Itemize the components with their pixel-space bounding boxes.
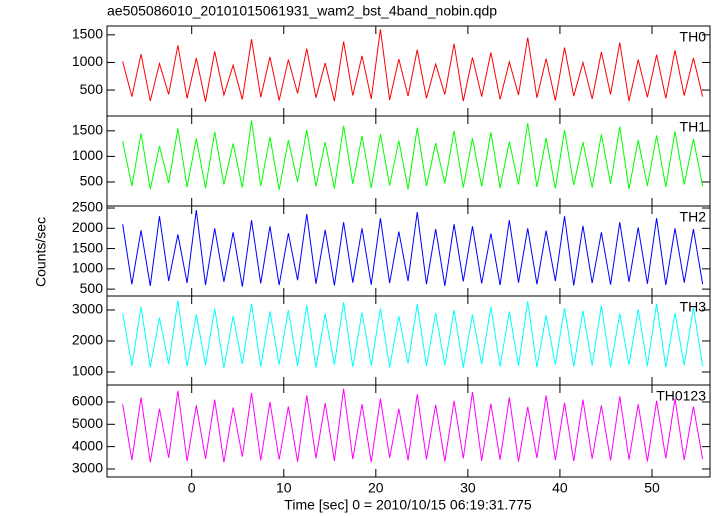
panel-label: TH0	[680, 29, 707, 45]
x-tick-label: 0	[188, 480, 196, 496]
data-line	[122, 209, 704, 287]
y-tick-label: 3000	[72, 301, 103, 317]
y-tick-label: 1000	[72, 53, 103, 69]
x-tick-label: 30	[460, 480, 476, 496]
data-line	[122, 29, 704, 102]
y-tick-label: 2500	[72, 199, 103, 215]
y-tick-label: 2000	[72, 332, 103, 348]
y-tick-label: 1500	[72, 122, 103, 138]
y-tick-label: 2000	[72, 219, 103, 235]
x-axis-label: Time [sec] 0 = 2010/10/15 06:19:31.775	[284, 497, 532, 513]
x-tick-label: 20	[368, 480, 384, 496]
panel-label: TH1	[680, 119, 707, 135]
panel-frame	[106, 295, 711, 386]
chart-title: ae505086010_20101015061931_wam2_bst_4ban…	[107, 3, 497, 19]
panel-label: TH3	[680, 299, 707, 315]
panel-label: TH0123	[656, 388, 706, 404]
data-line	[122, 300, 704, 369]
y-tick-label: 1000	[72, 260, 103, 276]
y-tick-label: 1000	[72, 363, 103, 379]
y-tick-label: 500	[80, 280, 104, 296]
y-tick-label: 6000	[72, 393, 103, 409]
y-tick-label: 1000	[72, 147, 103, 163]
y-tick-label: 5000	[72, 415, 103, 431]
y-tick-label: 3000	[72, 460, 103, 476]
y-tick-label: 500	[80, 173, 104, 189]
panel-frame	[106, 25, 711, 117]
x-tick-label: 50	[644, 480, 660, 496]
panel-label: TH2	[680, 209, 707, 225]
y-tick-label: 1500	[72, 26, 103, 42]
y-tick-label: 500	[80, 81, 104, 97]
x-tick-label: 40	[552, 480, 568, 496]
y-axis-label: Counts/sec	[33, 217, 49, 287]
y-tick-label: 4000	[72, 437, 103, 453]
data-line	[122, 120, 704, 190]
y-tick-label: 1500	[72, 239, 103, 255]
x-tick-label: 10	[276, 480, 292, 496]
data-line	[122, 388, 704, 463]
panel-frame	[106, 384, 711, 478]
